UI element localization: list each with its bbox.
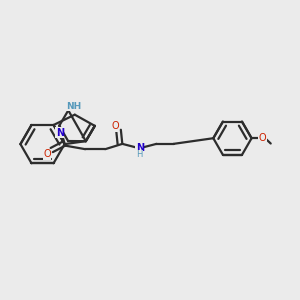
Text: O: O — [259, 133, 267, 142]
Text: O: O — [111, 121, 119, 131]
Text: N: N — [136, 143, 144, 153]
Text: O: O — [43, 149, 51, 160]
Text: H: H — [136, 150, 143, 159]
Text: N: N — [56, 128, 64, 138]
Text: NH: NH — [66, 102, 81, 111]
